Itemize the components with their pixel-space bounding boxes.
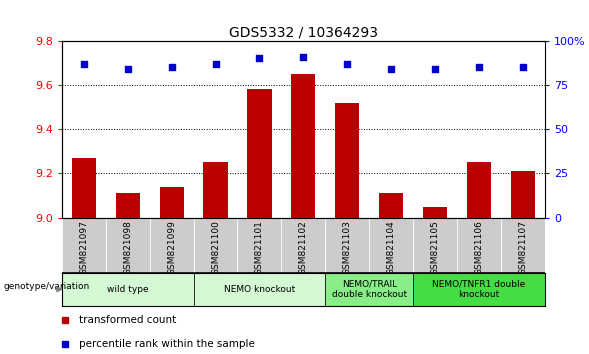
Bar [369,218,413,273]
Text: NEMO/TRAIL
double knockout: NEMO/TRAIL double knockout [332,280,407,299]
Bar [62,273,194,306]
Text: percentile rank within the sample: percentile rank within the sample [79,339,254,349]
Text: GSM821104: GSM821104 [386,221,396,275]
Bar [457,218,501,273]
Bar [247,90,272,218]
Point [343,61,352,67]
Bar [115,193,140,218]
Bar [194,218,237,273]
Point [431,66,440,72]
Text: GSM821100: GSM821100 [211,221,220,275]
Point [211,61,220,67]
Text: NEMO/TNFR1 double
knockout: NEMO/TNFR1 double knockout [432,280,525,299]
Text: genotype/variation: genotype/variation [4,281,90,291]
Bar [62,218,106,273]
Text: wild type: wild type [107,285,148,294]
Point [386,66,396,72]
Text: GSM821102: GSM821102 [299,221,308,275]
Point [254,56,264,61]
Point [167,64,176,70]
Text: NEMO knockout: NEMO knockout [224,285,295,294]
Bar [194,273,325,306]
Text: GSM821097: GSM821097 [80,221,88,275]
Bar [150,218,194,273]
Bar [511,171,535,218]
Point [79,61,88,67]
Text: GSM821106: GSM821106 [475,221,484,275]
Bar [160,187,184,218]
Point [518,64,528,70]
Text: GSM821105: GSM821105 [431,221,439,275]
Bar [379,193,403,218]
Bar [291,74,315,218]
Bar [413,218,457,273]
Point [299,54,308,59]
Bar [467,162,491,218]
Text: GSM821107: GSM821107 [518,221,527,275]
Text: transformed count: transformed count [79,315,176,325]
Bar [501,218,545,273]
Point [123,66,133,72]
Text: GSM821099: GSM821099 [167,221,176,275]
Point [474,64,484,70]
Bar [106,218,150,273]
Bar [325,273,413,306]
Bar [282,218,325,273]
Bar [325,218,369,273]
Bar [335,103,359,218]
Text: GSM821103: GSM821103 [343,221,352,275]
Text: GSM821098: GSM821098 [123,221,132,275]
Text: GSM821101: GSM821101 [255,221,264,275]
Bar [203,162,227,218]
Bar [423,207,447,218]
Bar [237,218,282,273]
Title: GDS5332 / 10364293: GDS5332 / 10364293 [229,25,378,40]
Bar [72,158,96,218]
Bar [413,273,545,306]
